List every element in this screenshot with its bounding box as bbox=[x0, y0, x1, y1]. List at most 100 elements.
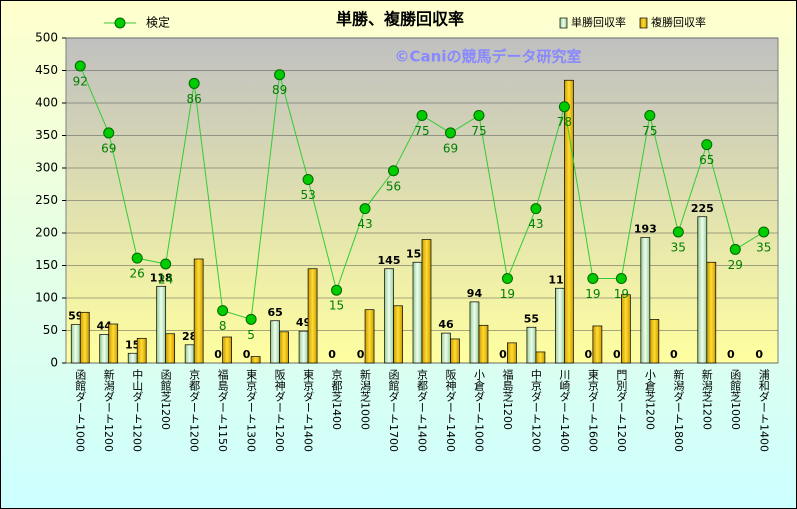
watermark: ©Caniの競馬データ研究室 bbox=[395, 48, 582, 66]
line-marker bbox=[615, 273, 627, 285]
line-marker bbox=[74, 60, 86, 72]
legend-label: 検定 bbox=[146, 15, 170, 30]
bar bbox=[136, 337, 147, 364]
line-marker bbox=[160, 258, 172, 270]
legend-marker bbox=[114, 17, 126, 29]
line-label: 69 bbox=[443, 141, 458, 155]
x-tick-label: 福島芝1200 bbox=[501, 368, 514, 430]
bar bbox=[555, 287, 565, 364]
bar-label: 65 bbox=[267, 306, 282, 319]
bar bbox=[279, 331, 289, 364]
bar bbox=[621, 294, 631, 364]
line-label: 15 bbox=[329, 299, 344, 313]
bar-label: 0 bbox=[613, 348, 621, 361]
bar bbox=[250, 356, 261, 364]
x-tick-label: 新潟芝1000 bbox=[359, 368, 372, 430]
bar bbox=[640, 237, 651, 364]
bar-label: 225 bbox=[691, 202, 714, 215]
line-marker bbox=[501, 273, 513, 285]
line-marker bbox=[302, 174, 314, 186]
x-tick-label: 門別ダート1200 bbox=[615, 369, 628, 452]
bar bbox=[99, 334, 110, 364]
line-label: 75 bbox=[642, 124, 657, 138]
bar-label: 193 bbox=[634, 223, 657, 236]
bar-label: 0 bbox=[214, 348, 222, 361]
bar bbox=[441, 332, 451, 364]
y-tick-label: 400 bbox=[35, 96, 58, 110]
line-label: 78 bbox=[557, 115, 572, 129]
y-tick-label: 200 bbox=[35, 226, 58, 240]
x-tick-label: 函館ダート1700 bbox=[387, 369, 400, 452]
line-label: 92 bbox=[73, 74, 88, 88]
line-marker bbox=[530, 203, 542, 215]
bar-label: 0 bbox=[670, 348, 678, 361]
bar bbox=[526, 326, 537, 364]
line-marker bbox=[587, 273, 599, 285]
line-label: 69 bbox=[101, 141, 116, 155]
bar bbox=[412, 261, 423, 364]
x-tick-label: 小倉ダート1000 bbox=[472, 369, 485, 452]
line-label: 43 bbox=[357, 217, 372, 231]
bar bbox=[184, 344, 195, 364]
bar-label: 46 bbox=[438, 318, 454, 331]
x-tick-label: 新潟ダート1800 bbox=[672, 368, 685, 452]
line-marker bbox=[473, 109, 485, 121]
line-label: 26 bbox=[130, 267, 145, 281]
bar-label: 0 bbox=[727, 348, 735, 361]
line-label: 86 bbox=[187, 92, 202, 106]
x-tick-label: 京都芝1400 bbox=[330, 368, 343, 430]
bar-label: 59 bbox=[68, 310, 83, 323]
bar-label: 94 bbox=[467, 287, 483, 300]
y-tick-label: 100 bbox=[35, 291, 58, 305]
line-marker bbox=[416, 109, 428, 121]
bar bbox=[649, 319, 660, 364]
y-tick-label: 300 bbox=[35, 161, 58, 175]
x-tick-label: 東京ダート1400 bbox=[302, 369, 315, 452]
x-tick-label: 小倉芝1200 bbox=[643, 369, 656, 430]
bar bbox=[79, 311, 90, 364]
bar bbox=[450, 338, 460, 364]
line-marker bbox=[644, 109, 656, 121]
x-tick-label: 東京ダート1600 bbox=[586, 369, 599, 452]
x-tick-label: 中山ダート1200 bbox=[131, 369, 144, 452]
bar-label: 49 bbox=[296, 316, 311, 329]
y-tick-label: 450 bbox=[35, 63, 58, 77]
x-tick-label: 福島ダート1150 bbox=[216, 368, 229, 452]
line-label: 35 bbox=[671, 240, 686, 254]
bar-label: 0 bbox=[357, 348, 365, 361]
bar bbox=[270, 320, 280, 364]
line-marker bbox=[274, 69, 286, 81]
bar bbox=[478, 324, 489, 364]
line-marker bbox=[131, 252, 143, 264]
bar-label: 0 bbox=[755, 348, 763, 361]
line-marker bbox=[672, 226, 684, 238]
line-label: 75 bbox=[471, 124, 486, 138]
legend-label: 単勝回収率 bbox=[571, 15, 626, 29]
bar bbox=[384, 268, 394, 364]
line-marker bbox=[217, 305, 229, 317]
line-label: 56 bbox=[386, 179, 401, 193]
x-tick-label: 京都ダート1200 bbox=[188, 368, 201, 452]
bar-label: 118 bbox=[150, 271, 173, 284]
y-tick-label: 150 bbox=[35, 258, 58, 272]
x-tick-label: 京都ダート1400 bbox=[416, 368, 429, 452]
bar bbox=[307, 268, 318, 364]
bar bbox=[706, 261, 717, 364]
bar bbox=[298, 330, 309, 364]
line-label: 89 bbox=[272, 83, 287, 97]
bar bbox=[393, 305, 403, 364]
bar bbox=[697, 216, 708, 364]
x-tick-label: 阪神ダート1400 bbox=[444, 368, 457, 452]
y-tick-label: 500 bbox=[35, 31, 58, 45]
line-marker bbox=[188, 77, 200, 89]
bar bbox=[108, 323, 119, 364]
line-marker bbox=[245, 313, 257, 325]
bar bbox=[507, 342, 517, 364]
line-marker bbox=[701, 139, 713, 151]
x-tick-label: 新潟芝1200 bbox=[700, 368, 713, 430]
line-label: 29 bbox=[728, 258, 743, 272]
x-tick-label: 川崎ダート1400 bbox=[558, 369, 571, 452]
bar-label: 44 bbox=[97, 319, 113, 332]
bar bbox=[156, 285, 167, 364]
